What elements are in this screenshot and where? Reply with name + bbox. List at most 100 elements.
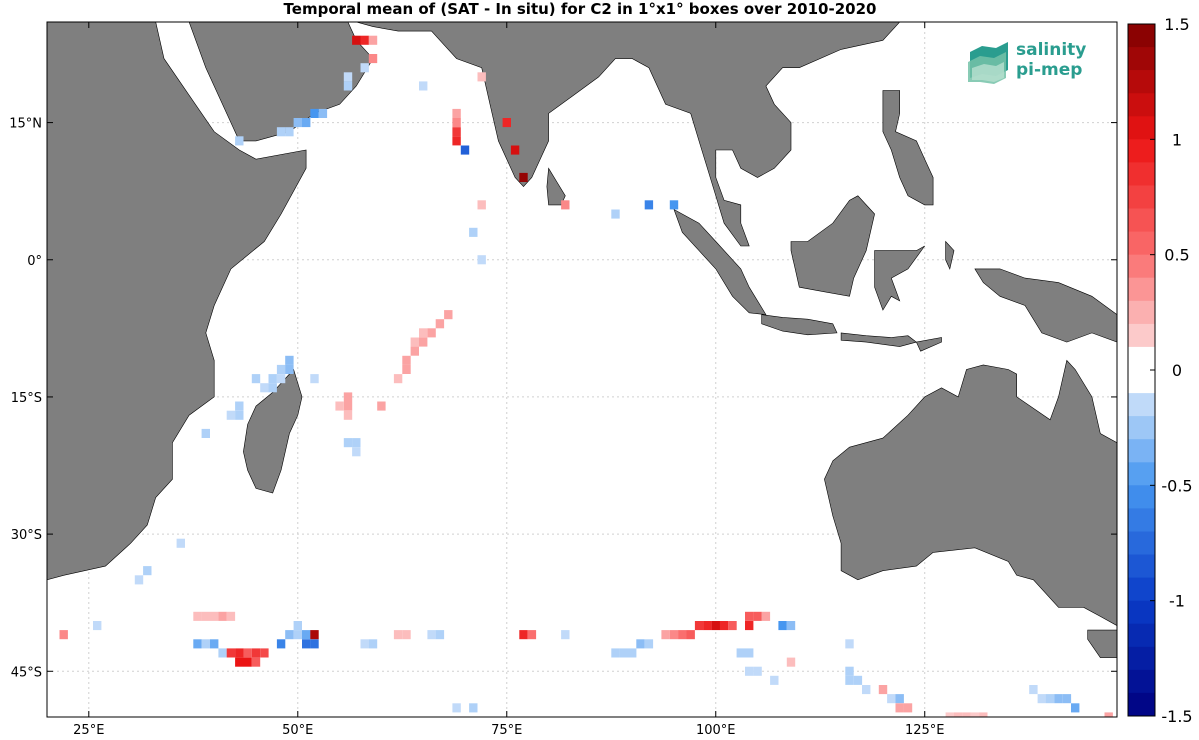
data-cell bbox=[745, 666, 754, 676]
plot-area bbox=[47, 22, 1117, 717]
wave-logo-icon bbox=[968, 42, 1008, 84]
data-cell bbox=[393, 630, 403, 640]
data-cell bbox=[753, 666, 762, 676]
data-cell bbox=[694, 621, 704, 631]
data-cell bbox=[302, 639, 311, 649]
data-cell bbox=[477, 255, 486, 265]
colorbar-tick-label: 0.5 bbox=[1164, 246, 1189, 265]
data-cell bbox=[419, 81, 428, 91]
data-cell bbox=[452, 703, 461, 713]
data-cell bbox=[368, 639, 378, 649]
data-cell bbox=[452, 108, 461, 118]
data-cell bbox=[1037, 694, 1046, 704]
data-cell bbox=[786, 657, 796, 667]
data-cell bbox=[235, 648, 244, 658]
colorbar-bin bbox=[1128, 508, 1155, 532]
data-cell bbox=[235, 410, 244, 420]
y-tick-label: 15°S bbox=[11, 391, 42, 406]
data-cell bbox=[310, 108, 319, 118]
data-cell bbox=[519, 630, 528, 640]
colorbar-bin bbox=[1128, 577, 1155, 602]
colorbar-bin bbox=[1128, 116, 1155, 140]
data-cell bbox=[887, 694, 896, 704]
data-cell bbox=[210, 611, 219, 621]
y-tick-label: 0° bbox=[27, 254, 42, 269]
plot-frame bbox=[46, 21, 1118, 718]
colorbar-bin bbox=[1128, 692, 1155, 717]
data-cell bbox=[276, 127, 286, 137]
colorbar-tick-label: 1.5 bbox=[1164, 15, 1189, 34]
data-cell bbox=[477, 72, 486, 82]
data-cell bbox=[745, 621, 754, 631]
colorbar-bin bbox=[1128, 300, 1155, 325]
colorbar-tick-label: -1.5 bbox=[1161, 707, 1192, 726]
data-cell bbox=[226, 611, 236, 621]
data-cell bbox=[243, 648, 252, 658]
data-cell bbox=[218, 611, 227, 621]
colorbar-bin bbox=[1128, 531, 1155, 556]
data-cell bbox=[903, 703, 913, 713]
data-cell bbox=[210, 639, 219, 649]
data-cell bbox=[276, 639, 286, 649]
data-cell bbox=[134, 575, 144, 585]
data-cell bbox=[728, 621, 737, 631]
data-cell bbox=[778, 621, 787, 631]
data-cell bbox=[460, 145, 470, 155]
data-cell bbox=[686, 630, 695, 640]
data-cell bbox=[1029, 685, 1038, 695]
data-cell bbox=[410, 337, 419, 347]
data-cell bbox=[393, 374, 403, 384]
colorbar-bin bbox=[1128, 323, 1155, 348]
data-cell bbox=[669, 630, 679, 640]
data-cell bbox=[218, 648, 227, 658]
data-cell bbox=[719, 621, 729, 631]
data-cell bbox=[1045, 694, 1055, 704]
data-cell bbox=[636, 639, 645, 649]
x-tick-label: 75°E bbox=[491, 723, 522, 738]
data-cell bbox=[310, 374, 319, 384]
data-cell bbox=[285, 364, 294, 374]
data-cell bbox=[878, 685, 888, 695]
colorbar-bin bbox=[1128, 231, 1155, 256]
data-cell bbox=[502, 118, 511, 128]
data-cell bbox=[862, 685, 871, 695]
data-cell bbox=[193, 639, 202, 649]
colorbar-bin bbox=[1128, 254, 1155, 279]
data-cell bbox=[786, 621, 796, 631]
data-cell bbox=[293, 630, 302, 640]
axis-ticks: 25°E 50°E 75°E 100°E 125°E 15°N 0° 15°S 30°S 45°S bbox=[9, 22, 1117, 738]
colorbar-tick-label: -1 bbox=[1169, 592, 1185, 611]
data-cell bbox=[644, 639, 654, 649]
data-cell bbox=[201, 428, 210, 438]
data-cell bbox=[235, 136, 244, 146]
land-tasmania bbox=[1087, 629, 1117, 658]
colorbar-tick-label: 1 bbox=[1172, 130, 1182, 149]
data-cell bbox=[276, 364, 286, 374]
colorbar-bin bbox=[1128, 139, 1155, 163]
land-newguinea bbox=[974, 268, 1117, 343]
colorbar-bin bbox=[1128, 208, 1155, 233]
land-sumatra bbox=[673, 208, 767, 315]
data-cell bbox=[427, 328, 436, 338]
data-cell bbox=[251, 657, 261, 667]
data-cell bbox=[251, 648, 261, 658]
land-australia bbox=[824, 359, 1117, 626]
colorbar-bin bbox=[1128, 93, 1155, 117]
data-cell bbox=[427, 630, 436, 640]
colorbar-bin bbox=[1128, 24, 1155, 48]
data-cell bbox=[410, 346, 419, 356]
colorbar-bin bbox=[1128, 370, 1155, 394]
data-cell bbox=[293, 118, 302, 128]
data-cell bbox=[845, 639, 854, 649]
data-cell bbox=[285, 630, 294, 640]
data-cell bbox=[1071, 703, 1080, 713]
data-cell bbox=[452, 127, 461, 137]
x-tick-label: 100°E bbox=[696, 723, 736, 738]
data-cell bbox=[703, 621, 712, 631]
data-cell bbox=[435, 319, 445, 329]
data-cell bbox=[285, 127, 294, 137]
data-cell bbox=[954, 712, 963, 717]
chart-title: Temporal mean of (SAT - In situ) for C2 … bbox=[283, 0, 877, 18]
data-cell bbox=[268, 374, 277, 384]
data-cell bbox=[845, 675, 854, 685]
